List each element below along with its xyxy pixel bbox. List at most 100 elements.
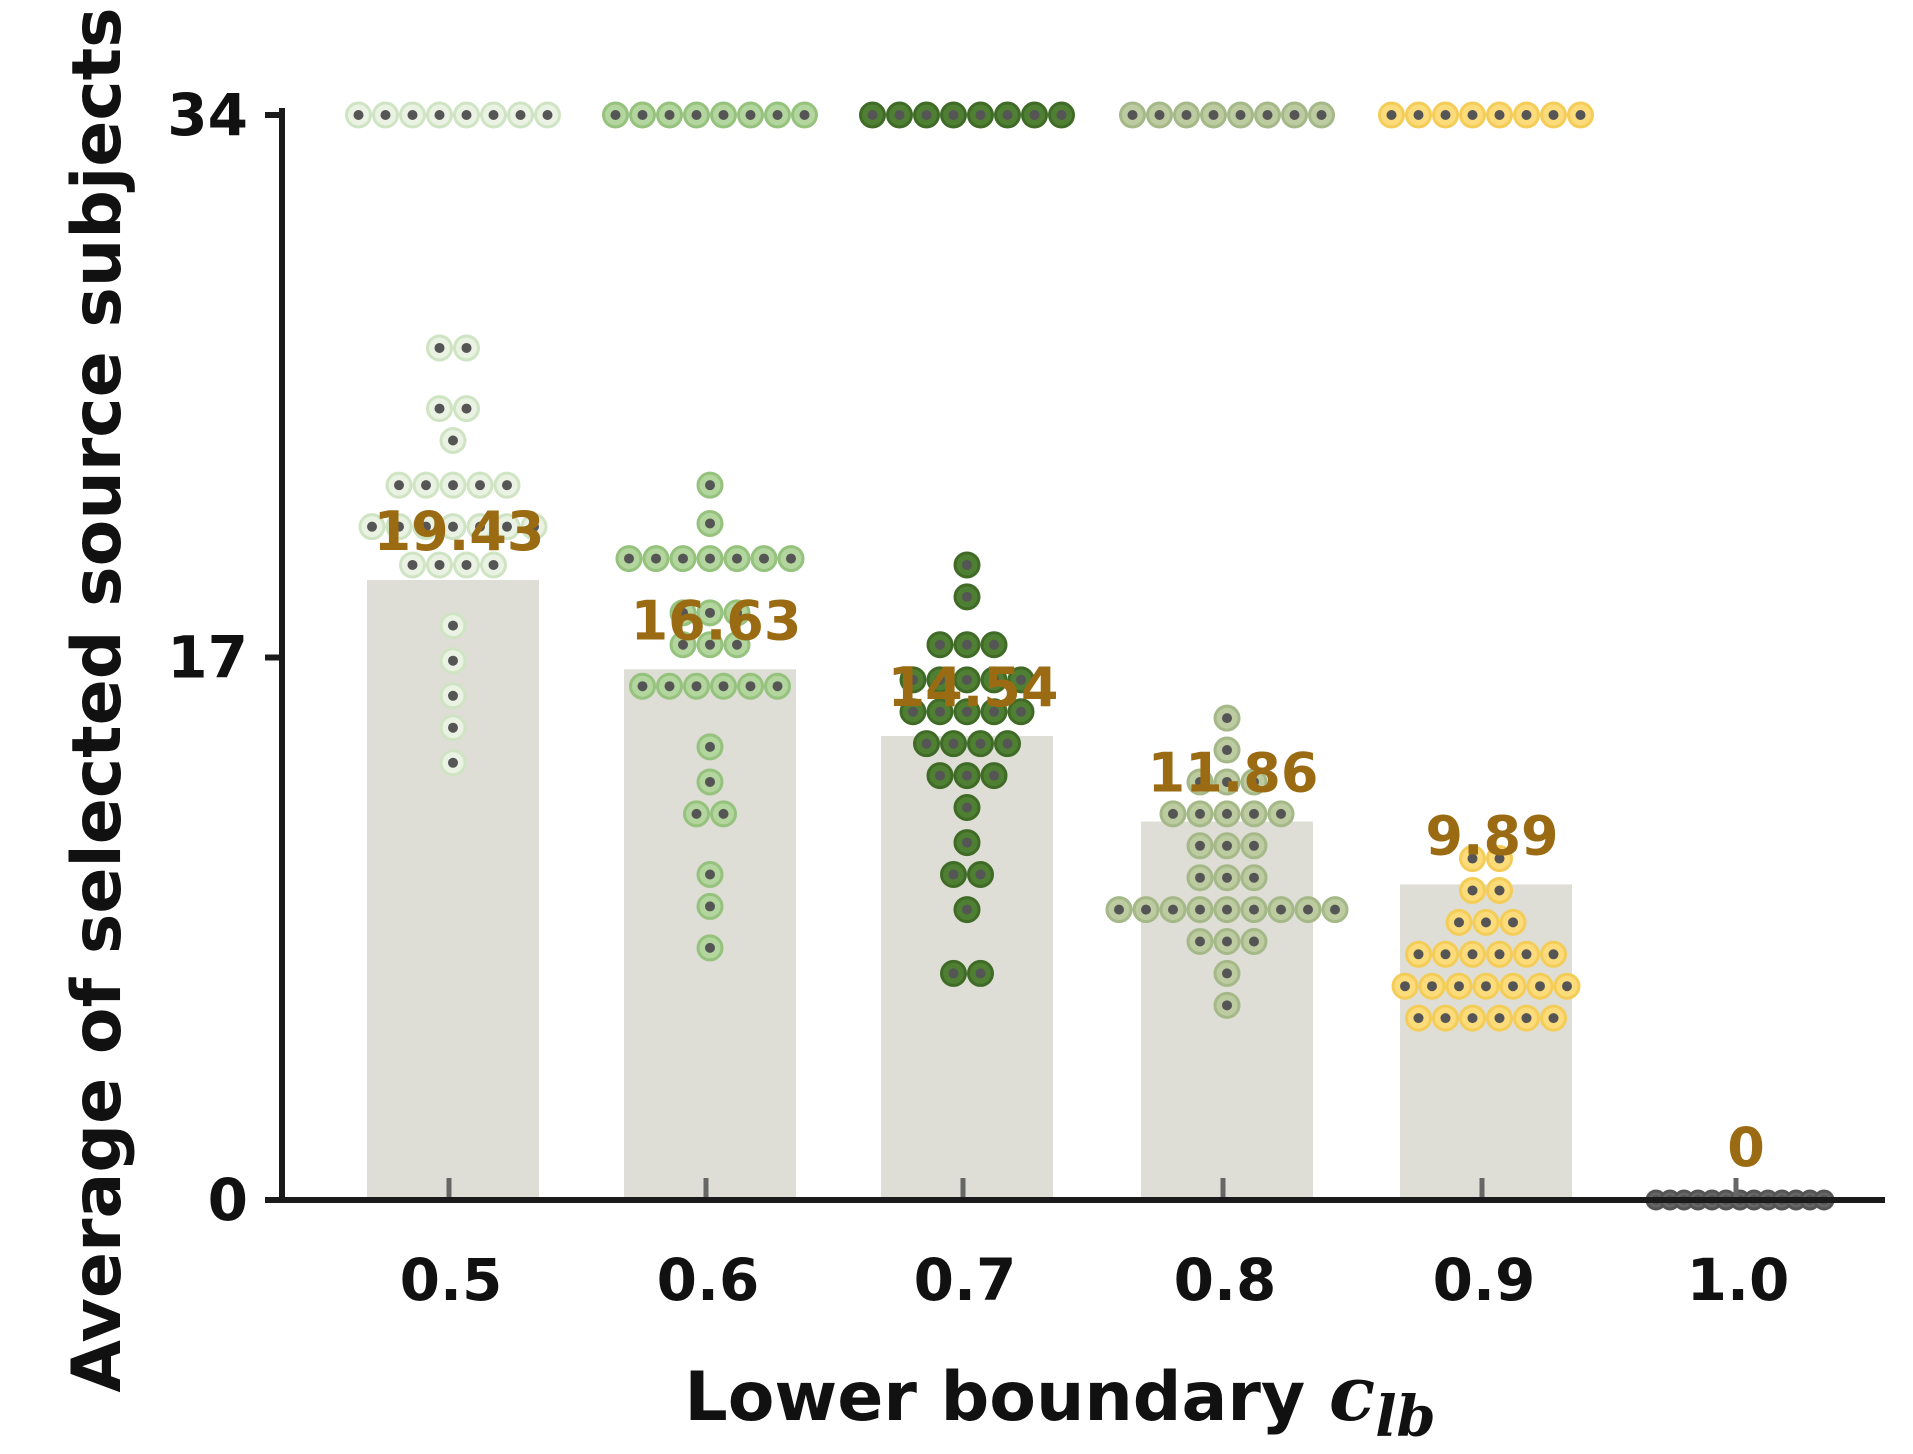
dot-0.7-r11-0-center bbox=[948, 968, 959, 979]
dot-0.9-r3-3-center bbox=[1494, 949, 1505, 960]
dot-0.7-top-4-center bbox=[975, 110, 986, 120]
dot-0.5-top-3-center bbox=[434, 110, 445, 120]
dot-0.9-top-2-center bbox=[1440, 110, 1451, 120]
value-label-0.7: 14.54 bbox=[888, 656, 1059, 719]
dot-0.8-top-6-center bbox=[1289, 110, 1300, 120]
dot-0.5-r3-0-center bbox=[394, 480, 404, 491]
dot-0.5-r4-1-center bbox=[394, 521, 404, 532]
dot-0.8-r4-0-center bbox=[1195, 840, 1205, 851]
bar-0.9 bbox=[1400, 884, 1572, 1200]
dot-0.5-top-1-center bbox=[380, 110, 391, 120]
dot-0.7-r5-1-center bbox=[948, 738, 959, 749]
dot-0.9-r3-0-center bbox=[1413, 949, 1424, 960]
dot-0.6-r8-0-center bbox=[691, 808, 702, 819]
dot-0.6-top-2-center bbox=[664, 110, 675, 120]
dot-0.7-top-7-center bbox=[1056, 110, 1067, 120]
dot-0.5-r3-1-center bbox=[421, 480, 431, 491]
dot-0.8-r3-4-center bbox=[1276, 808, 1286, 819]
y-axis-title: Average of selected source subjects bbox=[58, 7, 137, 1392]
dot-0.8-r6-2-center bbox=[1168, 904, 1178, 915]
dot-0.6-r10-0-center bbox=[705, 901, 715, 912]
dot-0.8-top-5-center bbox=[1262, 110, 1273, 120]
dot-0.5-r4-6-center bbox=[529, 521, 539, 532]
dot-0.5-top-7-center bbox=[542, 110, 553, 120]
dot-0.9-r3-2-center bbox=[1467, 949, 1478, 960]
dot-0.9-r5-5-center bbox=[1548, 1013, 1559, 1024]
dot-0.8-r8-0-center bbox=[1222, 968, 1232, 979]
dot-0.9-top-5-center bbox=[1521, 110, 1532, 120]
dot-0.7-r10-0-center bbox=[962, 904, 972, 915]
dot-0.5-r7-0-center bbox=[448, 655, 458, 666]
dot-0.9-r3-1-center bbox=[1440, 949, 1451, 960]
dot-0.7-r6-1-center bbox=[962, 770, 972, 781]
dot-0.8-r6-0-center bbox=[1114, 904, 1124, 915]
dot-0.8-r7-0-center bbox=[1195, 936, 1205, 947]
dot-0.6-r3-0-center bbox=[678, 607, 688, 618]
dot-0.6-r2-4-center bbox=[732, 553, 742, 564]
dot-0.5-r5-2-center bbox=[461, 559, 472, 570]
labels: 0 17 34 0.5 19.43 0.6 16.63 0.7 14.54 0.8 11.86 0.9… bbox=[167, 81, 1789, 1314]
dot-0.9-r4-3-center bbox=[1481, 981, 1491, 992]
dot-0.6-r5-2-center bbox=[691, 681, 702, 692]
dot-0.8-r3-3-center bbox=[1249, 808, 1259, 819]
dot-0.5-r5-0-center bbox=[407, 559, 418, 570]
y-tick-label-1: 17 bbox=[167, 624, 248, 692]
dot-0.6-r3-1-center bbox=[705, 607, 715, 618]
dot-0.5-r8-0-center bbox=[448, 690, 458, 701]
dot-0.7-r4-0-center bbox=[908, 706, 918, 717]
dot-0.5-r4-4-center bbox=[475, 521, 485, 532]
dot-0.7-r3-0-center bbox=[908, 674, 918, 685]
dot-0.9-top-0-center bbox=[1386, 110, 1397, 120]
dot-0.8-top-7-center bbox=[1316, 110, 1327, 120]
dot-0.9-r5-0-center bbox=[1413, 1013, 1424, 1024]
dot-0.5-r4-2-center bbox=[421, 521, 431, 532]
dot-0.7-r7-0-center bbox=[962, 802, 972, 813]
dot-0.6-top-5-center bbox=[745, 110, 756, 120]
dot-0.6-r1-0-center bbox=[705, 518, 715, 529]
dot-0.7-r4-2-center bbox=[962, 706, 972, 717]
dot-0.5-r5-3-center bbox=[488, 559, 499, 570]
axes bbox=[279, 108, 1885, 1203]
x-axis-title: Lower boundary clb bbox=[684, 1349, 1435, 1450]
dot-0.8-r6-5-center bbox=[1249, 904, 1259, 915]
dot-0.9-r4-2-center bbox=[1454, 981, 1464, 992]
dot-0.6-r7-0-center bbox=[705, 776, 715, 787]
dot-0.7-top-1-center bbox=[894, 110, 905, 120]
dot-0.8-r3-0-center bbox=[1168, 808, 1178, 819]
dot-0.5-r4-3-center bbox=[448, 521, 458, 532]
dot-0.9-top-4-center bbox=[1494, 110, 1505, 120]
dot-0.9-r0-1-center bbox=[1494, 853, 1505, 864]
dot-0.6-top-4-center bbox=[718, 110, 729, 120]
dot-0.7-r9-1-center bbox=[975, 869, 986, 880]
dot-0.6-r6-0-center bbox=[705, 741, 715, 752]
dot-0.8-top-2-center bbox=[1181, 110, 1192, 120]
dot-0.5-r2-0-center bbox=[448, 435, 458, 446]
dot-0.7-r2-2-center bbox=[989, 639, 999, 650]
dot-0.6-r4-0-center bbox=[678, 639, 688, 650]
dot-0.9-r4-1-center bbox=[1427, 981, 1437, 992]
dot-0.7-r3-1-center bbox=[935, 674, 945, 685]
dot-0.8-r6-4-center bbox=[1222, 904, 1232, 915]
x-tick-label-0.5: 0.5 bbox=[400, 1246, 503, 1314]
dot-0.8-r2-0-center bbox=[1195, 776, 1205, 787]
dot-0.5-r0-1-center bbox=[461, 342, 472, 353]
dot-0.9-top-6-center bbox=[1548, 110, 1559, 120]
dot-0.6-r5-1-center bbox=[664, 681, 675, 692]
dot-0.5-top-6-center bbox=[515, 110, 526, 120]
dot-0.9-r3-4-center bbox=[1521, 949, 1532, 960]
dot-0.7-r5-3-center bbox=[1002, 738, 1013, 749]
dot-0.6-r2-0-center bbox=[624, 553, 634, 564]
dot-0.9-r1-1-center bbox=[1494, 885, 1505, 896]
dot-0.8-r3-1-center bbox=[1195, 808, 1205, 819]
dot-0.8-r3-2-center bbox=[1222, 808, 1232, 819]
dot-0.9-r5-4-center bbox=[1521, 1013, 1532, 1024]
dot-0.7-r1-0-center bbox=[962, 591, 972, 602]
dot-0.6-top-7-center bbox=[799, 110, 810, 120]
dot-0.8-top-4-center bbox=[1235, 110, 1246, 120]
y-tick-label-2: 34 bbox=[167, 81, 248, 149]
dot-0.7-r2-1-center bbox=[962, 639, 972, 650]
swarm-0.8 bbox=[1105, 101, 1349, 1019]
dot-0.5-r10-0-center bbox=[448, 757, 458, 768]
